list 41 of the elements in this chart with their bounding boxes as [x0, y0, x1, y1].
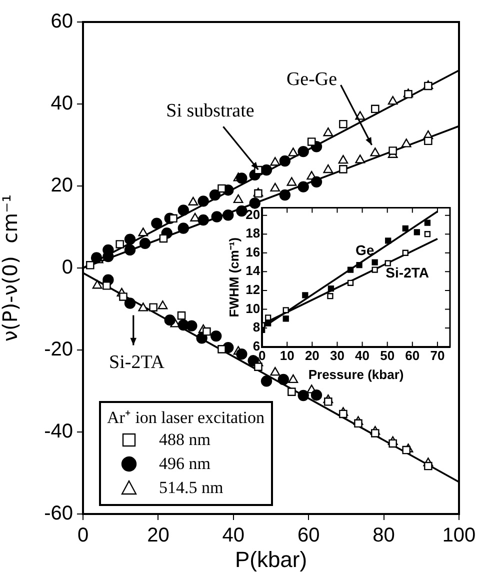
annotation: Si-2TA	[109, 352, 165, 373]
y-tick-label: -40	[44, 420, 73, 443]
y-tick-label: -20	[44, 338, 73, 361]
legend-label: 514.5 nm	[159, 478, 224, 498]
legend-label: 496 nm	[159, 454, 210, 474]
x-tick-label: 50	[380, 348, 395, 364]
annotation: Si substrate	[166, 100, 254, 122]
y-axis-title: FWHM (cm⁻¹)	[226, 237, 242, 318]
x-tick-label: 20	[147, 524, 170, 547]
legend-label: 488 nm	[159, 430, 210, 450]
x-tick-label: 40	[222, 524, 245, 547]
x-tick-label: 0	[77, 524, 89, 547]
x-tick-label: 60	[405, 348, 420, 364]
x-axis-title: Pressure (kbar)	[308, 366, 404, 382]
y-tick-label: 0	[62, 256, 73, 279]
annotation: Ge	[356, 242, 374, 258]
x-tick-label: 10	[280, 348, 294, 364]
x-tick-label: 30	[330, 348, 344, 364]
y-tick-label: 12	[246, 282, 260, 298]
annotation: Si-2TA	[386, 264, 429, 280]
x-tick-label: 20	[304, 348, 320, 364]
x-tick-label: 70	[430, 348, 445, 364]
y-tick-label: 16	[246, 244, 260, 260]
x-tick-label: 60	[297, 524, 320, 547]
x-tick-label: 40	[355, 348, 370, 364]
y-tick-label: 14	[246, 263, 261, 278]
y-tick-label: 10	[246, 300, 260, 316]
y-tick-label: 60	[50, 10, 73, 33]
y-axis-title: ν(P)-ν(0) cm⁻¹	[0, 194, 22, 342]
y-tick-label: 18	[246, 226, 260, 241]
x-tick-label: 80	[372, 524, 395, 547]
annotation: Ge-Ge	[286, 68, 338, 90]
y-tick-label: 20	[50, 174, 73, 197]
y-tick-label: -60	[44, 502, 73, 525]
y-tick-label: 8	[252, 320, 260, 335]
y-tick-label: 20	[246, 206, 260, 222]
y-tick-label: 40	[50, 92, 73, 115]
x-axis-title: P(kbar)	[234, 546, 308, 572]
x-tick-label: 100	[442, 524, 476, 547]
legend-title: Ar⁺ ion laser excitation	[107, 407, 265, 428]
y-tick-label: 6	[252, 338, 260, 354]
